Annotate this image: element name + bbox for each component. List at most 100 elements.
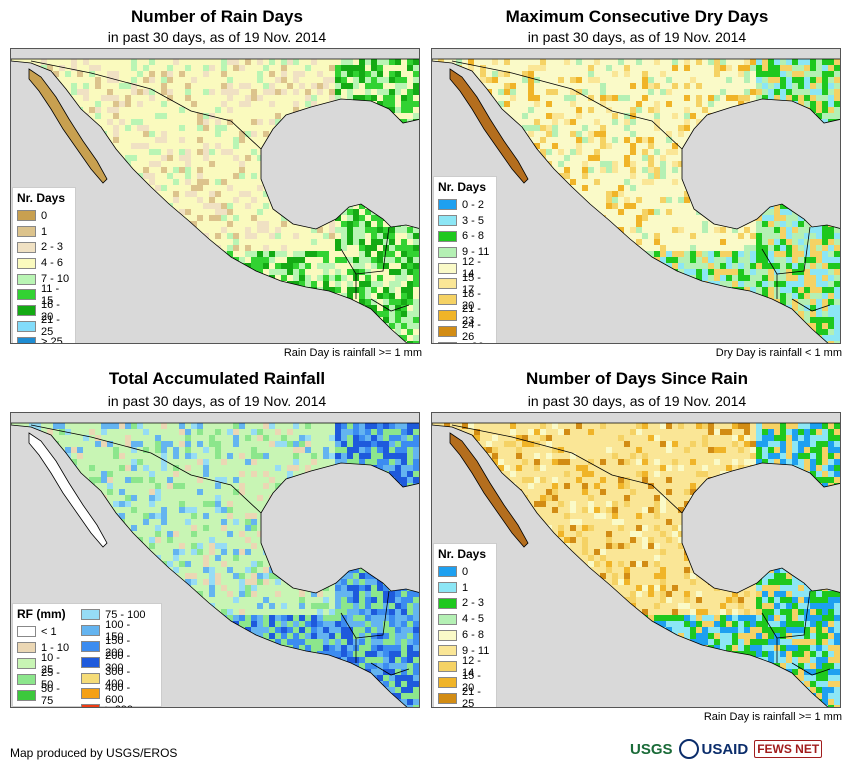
legend-label: 12 - 14 <box>462 654 481 679</box>
legend-label: 4 - 6 <box>41 257 64 270</box>
legend: Nr. Days 0 - 2 3 - 5 6 - 8 9 - 11 12 - 14 15 … <box>433 176 497 343</box>
legend-label: 150 - 200 <box>105 634 131 659</box>
legend-item: 200 - 300 <box>81 650 149 674</box>
legend-label: 21 - 25 <box>41 314 60 339</box>
legend-item: 25 - 50 <box>17 667 73 691</box>
legend-item: 0 <box>438 564 492 580</box>
legend-label: > 25 <box>41 336 63 344</box>
legend-item: 4 - 5 <box>438 611 492 627</box>
legend-label: 15 - 20 <box>462 670 481 695</box>
legend-label: 1 <box>41 225 48 238</box>
map-note: Rain Day is rainfall >= 1 mm <box>283 347 422 359</box>
legend-label: 21 - 23 <box>462 303 481 328</box>
legend-label: 300 - 400 <box>105 666 131 691</box>
legend-swatch <box>17 226 36 238</box>
legend-label: 50 - 75 <box>41 683 60 708</box>
legend-swatch <box>438 325 457 337</box>
legend-swatch <box>81 640 101 652</box>
legend-item: > 600 <box>81 702 149 707</box>
fews-net-logo[interactable]: FEWS NET <box>754 740 823 758</box>
legend: Nr. Days 0 1 2 - 3 4 - 6 7 - 10 11 - 15 16 - 2… <box>12 187 76 344</box>
legend-item: 1 <box>438 580 492 596</box>
legend-swatch <box>81 704 101 707</box>
legend-title: Nr. Days <box>438 180 487 194</box>
legend-swatch <box>81 609 101 621</box>
legend-swatch <box>17 642 36 654</box>
legend-swatch <box>17 210 36 222</box>
map-rain-days: Nr. Days 0 1 2 - 3 4 - 6 7 - 10 11 - 15 16 - 2… <box>10 48 420 344</box>
legend-item: 50 - 75 <box>17 683 73 707</box>
legend-item: > 26 <box>438 339 492 343</box>
baja-peninsula <box>449 432 529 548</box>
legend-swatch <box>81 656 101 668</box>
legend-item: 75 - 100 <box>81 607 149 623</box>
legend-label: 400 - 600 <box>105 681 131 706</box>
legend-label: 75 - 100 <box>105 608 146 621</box>
map-dry-days: Nr. Days 0 - 2 3 - 5 6 - 8 9 - 11 12 - 14 15 … <box>431 48 841 344</box>
legend-item: 21 - 23 <box>438 303 492 327</box>
legend-swatch <box>17 289 36 301</box>
legend-swatch <box>438 645 457 657</box>
legend-swatch <box>438 629 457 641</box>
legend-swatch <box>17 336 36 343</box>
coastline <box>432 58 840 343</box>
legend-label: 25 - 50 <box>41 667 60 692</box>
panel-title: Total Accumulated Rainfall <box>108 369 326 388</box>
legend-swatch <box>17 673 36 685</box>
legend-label: 0 <box>462 565 469 578</box>
legend-swatch <box>438 341 457 343</box>
legend-label: 15 - 17 <box>462 271 481 296</box>
coastline <box>11 422 419 707</box>
legend-label: 16 - 20 <box>41 298 60 323</box>
coastline <box>11 58 419 343</box>
legend-swatch <box>438 582 457 594</box>
legend-item: 2 - 3 <box>17 240 71 256</box>
legend-item: 12 - 14 <box>438 655 492 679</box>
legend-label: 2 - 3 <box>462 597 485 610</box>
legend-swatch <box>438 676 457 688</box>
legend-item: 3 - 5 <box>438 213 492 229</box>
legend-swatch <box>438 215 457 227</box>
legend-item: 7 - 10 <box>17 271 71 287</box>
legend-swatch <box>17 257 36 269</box>
legend-item: 1 - 10 <box>17 640 73 656</box>
legend-swatch <box>438 199 457 211</box>
legend-item: 6 - 8 <box>438 627 492 643</box>
baja-peninsula <box>28 68 108 184</box>
legend-label: 6 - 8 <box>462 629 485 642</box>
legend-label: 1 <box>462 581 469 594</box>
coastline <box>432 422 840 707</box>
legend-item: 6 - 8 <box>438 229 492 245</box>
legend-label: 12 - 14 <box>462 256 481 281</box>
legend-item: 2 - 3 <box>438 596 492 612</box>
country-borders <box>30 60 410 312</box>
legend-swatch <box>17 657 36 669</box>
usaid-seal-icon <box>678 739 699 759</box>
legend-label: 10 - 25 <box>41 651 60 676</box>
legend-swatch <box>438 278 457 290</box>
legend-swatch <box>17 626 36 638</box>
usaid-logo[interactable]: USAID <box>678 739 749 759</box>
legend-swatch <box>81 625 101 637</box>
legend-item: 9 - 11 <box>438 643 492 659</box>
legend-label: 200 - 300 <box>105 650 131 675</box>
legend: Nr. Days 0 1 2 - 3 4 - 5 6 - 8 9 - 11 12 - 14 1… <box>433 543 497 707</box>
legend-label: 4 - 5 <box>462 613 485 626</box>
panel-title: Number of Days Since Rain <box>525 369 748 388</box>
usaid-logo-text: USAID <box>701 740 749 758</box>
baja-peninsula <box>449 68 529 184</box>
legend-swatch <box>438 246 457 258</box>
usgs-logo[interactable]: USGS <box>630 741 673 758</box>
legend-swatch <box>17 689 36 701</box>
panel-title: Maximum Consecutive Dry Days <box>505 7 769 26</box>
legend-swatch <box>17 273 36 285</box>
baja-peninsula <box>28 432 108 548</box>
legend-item: > 25 <box>17 334 71 344</box>
map-accumulated-rainfall: RF (mm) < 1 1 - 10 10 - 25 25 - 50 50 - 75 7… <box>10 412 420 708</box>
legend-item: 12 - 14 <box>438 256 492 280</box>
legend-label: 11 - 15 <box>41 282 60 307</box>
legend-item: 400 - 600 <box>81 682 149 706</box>
legend-label: 9 - 11 <box>462 246 490 259</box>
panel-subtitle: in past 30 days, as of 19 Nov. 2014 <box>527 29 747 45</box>
panel-subtitle: in past 30 days, as of 19 Nov. 2014 <box>107 393 327 409</box>
